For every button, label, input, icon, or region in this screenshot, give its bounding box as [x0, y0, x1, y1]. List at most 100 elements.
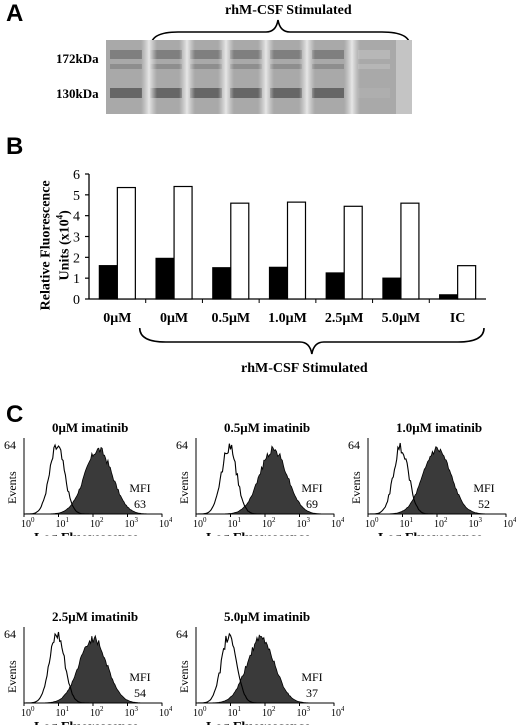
histogram-ymax-3: 64	[4, 627, 16, 641]
histogram-xtick-label-4-2: 102	[262, 705, 276, 719]
histogram-xtick-label-1-1: 101	[228, 516, 242, 530]
band-130-2	[190, 88, 222, 98]
band-150-1	[150, 64, 182, 69]
histogram-xtick-label-0-4: 104	[159, 516, 172, 530]
histogram-xtick-label-3-0: 100	[21, 705, 35, 719]
x-tick-label-2: 0.5μM	[211, 311, 250, 326]
bar-s1-4	[343, 205, 363, 300]
y-tick-label-4: 4	[73, 210, 80, 225]
marker-172kda: 172kDa	[56, 51, 99, 66]
histogram-xtick-label-2-4: 104	[503, 516, 516, 530]
y-tick-label-0: 0	[73, 293, 80, 308]
histogram-title-3: 2.5μM imatinib	[52, 609, 138, 624]
y-tick-label-5: 5	[73, 189, 80, 204]
bar-s0-6	[439, 294, 459, 300]
histogram-control-3	[23, 631, 162, 704]
histogram-xtick-label-3-4: 104	[159, 705, 172, 719]
y-tick-label-2: 2	[73, 251, 80, 266]
histogram-ylabel-4: Events	[177, 660, 191, 693]
histogram-mfi-value-2: 52	[478, 497, 490, 511]
histogram-xlabel-2: Log Fluorescence	[378, 531, 482, 536]
histogram-3: 2.5μM imatinib64Events100101102103104Log…	[4, 609, 172, 725]
histogram-xtick-label-1-3: 103	[297, 516, 311, 530]
bar-s0-3	[268, 266, 289, 300]
histogram-xtick-label-4-3: 103	[297, 705, 311, 719]
band-150-0	[110, 64, 142, 69]
histogram-xtick-label-0-2: 102	[90, 516, 104, 530]
bar-s1-0	[116, 186, 136, 300]
lane-gap-0	[141, 40, 157, 114]
bar-s1-2	[230, 202, 250, 300]
histogram-ymax-0: 64	[4, 438, 16, 452]
histogram-xtick-label-0-1: 101	[56, 516, 70, 530]
lane-gap-2	[218, 40, 234, 114]
band-130-0	[110, 88, 142, 98]
panel-a-letter: A	[6, 0, 24, 27]
x-tick-label-5: 5.0μM	[382, 311, 421, 326]
histogram-mfi-value-1: 69	[306, 497, 318, 511]
band-130-4	[270, 88, 302, 98]
bar-s0-2	[212, 267, 232, 300]
y-tick-label-1: 1	[73, 272, 80, 287]
histogram-mfi-label-4: MFI	[301, 670, 322, 684]
band-172-2	[190, 50, 222, 59]
panel-b-letter: B	[6, 133, 24, 160]
histogram-ymax-4: 64	[176, 627, 188, 641]
histogram-mfi-label-2: MFI	[473, 481, 494, 495]
histogram-xtick-label-2-1: 101	[400, 516, 414, 530]
histogram-title-2: 1.0μM imatinib	[396, 420, 482, 435]
marker-130kda: 130kDa	[56, 86, 99, 101]
bar-s0-4	[325, 272, 345, 300]
band-130-5	[312, 88, 344, 98]
panel-c-letter: C	[6, 401, 24, 428]
histogram-xtick-label-2-0: 100	[365, 516, 379, 530]
y-tick-label-3: 3	[73, 231, 80, 246]
lane-gap-1	[179, 40, 195, 114]
gel-edge	[396, 40, 412, 114]
histogram-mfi-value-4: 37	[306, 686, 318, 700]
band-172-5	[312, 50, 344, 59]
bar-s1-1	[173, 185, 193, 300]
band-150-6	[358, 64, 390, 69]
histogram-xtick-label-1-0: 100	[193, 516, 207, 530]
x-tick-label-1: 0μM	[160, 311, 188, 326]
histogram-xtick-label-2-2: 102	[434, 516, 448, 530]
histogram-title-0: 0μM imatinib	[52, 420, 128, 435]
x-tick-label-4: 2.5μM	[325, 311, 364, 326]
western-blot-gel	[106, 40, 412, 114]
histogram-ymax-1: 64	[176, 438, 188, 452]
band-130-6	[358, 88, 390, 98]
band-150-5	[312, 64, 344, 69]
histogram-control-2	[367, 442, 506, 515]
histogram-mfi-label-0: MFI	[129, 481, 150, 495]
y-tick-label-6: 6	[73, 168, 80, 183]
histogram-xtick-label-4-1: 101	[228, 705, 242, 719]
band-130-1	[150, 88, 182, 98]
histogram-ylabel-3: Events	[5, 660, 19, 693]
blot-bands	[106, 40, 412, 114]
histogram-xtick-label-1-2: 102	[262, 516, 276, 530]
panel-a-group-label: rhM-CSF Stimulated	[225, 3, 352, 18]
bar-chart: 0 1 2 3 4 5 6 0μM 0μM 0.5μM 1.0μM 2.5μM 5.0μM IC	[73, 168, 486, 355]
histogram-xtick-label-2-3: 103	[469, 516, 483, 530]
bar-s0-5	[382, 277, 402, 300]
bar-s1-6	[457, 265, 477, 300]
histogram-ylabel-1: Events	[177, 471, 191, 504]
histogram-ylabel-0: Events	[5, 471, 19, 504]
band-172-0	[110, 50, 142, 59]
histogram-xtick-label-3-3: 103	[125, 705, 139, 719]
histogram-xtick-label-4-0: 100	[193, 705, 207, 719]
histogram-mfi-label-1: MFI	[301, 481, 322, 495]
histogram-control-4	[195, 632, 334, 704]
band-150-4	[270, 64, 302, 69]
histogram-ylabel-2: Events	[349, 471, 363, 504]
histogram-xlabel-1: Log Fluorescence	[206, 531, 310, 536]
histogram-control-0	[23, 443, 162, 515]
histogram-control-1	[195, 443, 334, 515]
band-150-2	[190, 64, 222, 69]
panel-a-group-brace	[150, 19, 411, 47]
lane-gap-5	[344, 40, 360, 114]
bar-s1-5	[400, 202, 420, 300]
